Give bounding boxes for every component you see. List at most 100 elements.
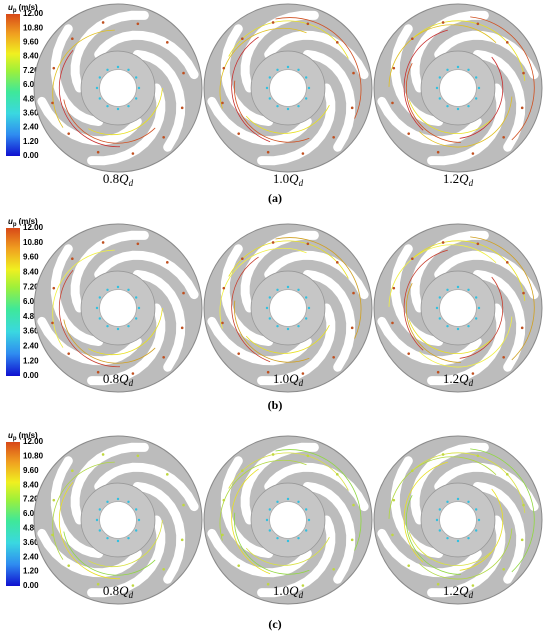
caption-symbol: Q [119,171,129,186]
particle [438,296,442,299]
blade-passage [70,442,149,525]
particle [301,372,305,375]
particle [286,497,290,501]
particle [477,306,481,310]
panel-label: (b) [268,398,283,412]
caption-symbol: Q [289,583,299,598]
colorbar-unit: (m/s) [19,217,38,226]
colorbar-subscript: p [13,436,17,442]
particle [286,285,290,289]
image-caption: 1.0Qd [273,583,304,600]
particle [350,326,354,330]
caption-symbol: Q [119,371,129,386]
particle-track [408,531,491,566]
particle [441,21,445,24]
colorbar-tick-label: 2.40 [23,552,39,561]
colorbar-tick-label: 9.60 [23,253,39,262]
colorbar-title: up (m/s) [8,431,38,442]
particle [134,508,138,511]
blade-passage [94,462,199,512]
hub-bore [439,501,477,539]
particle [106,500,109,504]
particle [467,536,470,540]
caption-number: 0.8 [103,171,119,186]
blade-passage [390,456,444,558]
particle [271,21,275,24]
particle [456,497,460,501]
particle [297,536,300,540]
colorbar-tick-label: 7.20 [23,66,39,75]
particle [335,261,339,264]
particle [520,106,524,110]
particle [237,352,241,355]
particle [286,539,290,543]
caption-symbol: Q [459,171,469,186]
blade-passage [87,303,166,386]
image-caption: 1.0Qd [273,171,304,188]
blade-passage [132,482,186,584]
particle [286,327,290,331]
particle [268,508,272,511]
particle [456,539,460,543]
particle [446,324,449,328]
particle [522,291,525,295]
particle [467,288,470,292]
particle [441,241,445,244]
colorbar-tick-label: 1.20 [23,137,39,146]
panel: up (m/s)12.00 10.80 9.60 8.40 7.20 6.00 4.80 3.6… [6,431,543,631]
particle [265,306,269,310]
particle [137,86,141,90]
particle [411,257,414,261]
particle [101,21,105,24]
particle [106,536,109,540]
particle [67,564,71,567]
particle [502,567,505,571]
particle-track [245,537,330,566]
particle [95,518,99,522]
particle [127,324,130,328]
particle [435,306,439,310]
particle [350,106,354,110]
panel: up (m/s)12.00 10.80 9.60 8.40 7.20 6.00 4.80 3.6… [6,217,543,412]
particle-track [470,16,535,141]
particle [276,104,279,108]
particle-track [58,481,120,580]
colorbar-tick-label: 10.80 [23,238,44,247]
particle-track [408,99,491,134]
particle [307,86,311,90]
particle [265,86,269,90]
particle [456,107,460,111]
particle [520,326,524,330]
particle [352,503,355,507]
particle-track [388,244,497,307]
particle [350,538,354,542]
image-caption: 1.2Qd [443,371,474,388]
particle [51,321,54,325]
particle [265,518,269,522]
particle-track [459,56,504,139]
particle-track [412,20,526,82]
particle [95,306,99,310]
particle [304,508,308,511]
particle [505,261,509,264]
blade-passage [87,83,166,166]
colorbar-tick-label: 6.00 [23,297,39,306]
particle [222,498,226,502]
particle-track [403,249,448,351]
particle [297,68,300,72]
particle [222,66,226,70]
caption-subscript: d [469,590,474,600]
colorbar-tick-label: 8.40 [23,52,39,61]
particle [435,518,439,522]
blade-passage [302,270,356,372]
particle [477,86,481,90]
particle [407,564,411,567]
particle [162,567,165,571]
colorbar-symbol: u [8,3,13,12]
particle [438,529,442,532]
blade-passage [410,10,489,93]
particle [392,286,396,290]
caption-subscript: d [299,178,304,188]
particle [297,324,300,328]
particle-track [412,452,526,514]
